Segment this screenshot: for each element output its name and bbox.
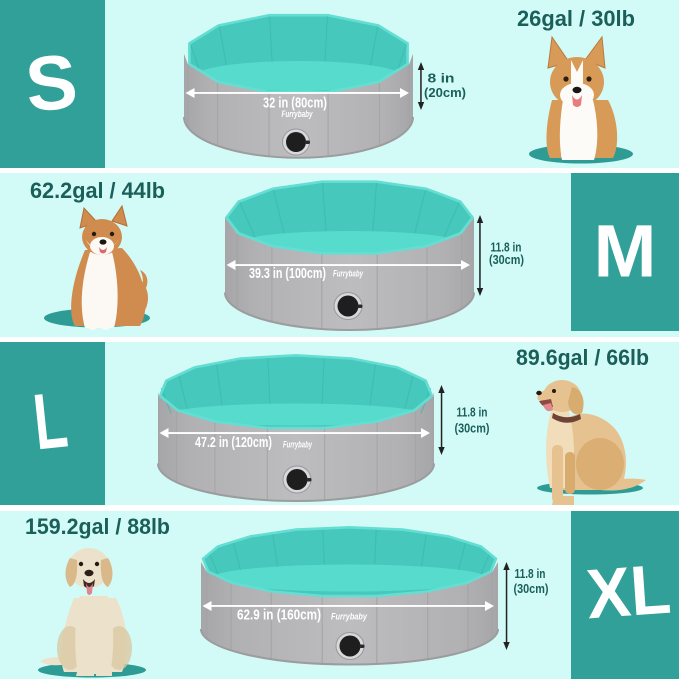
svg-text:(30cm): (30cm) — [514, 581, 549, 596]
svg-text:S: S — [22, 38, 81, 128]
svg-text:11.8 in: 11.8 in — [457, 404, 488, 419]
svg-text:(30cm): (30cm) — [455, 420, 490, 435]
svg-text:Furrybaby: Furrybaby — [282, 109, 314, 119]
svg-text:(30cm): (30cm) — [489, 252, 524, 267]
svg-text:39.3 in (100cm): 39.3 in (100cm) — [249, 265, 326, 282]
svg-text:Furrybaby: Furrybaby — [333, 268, 364, 278]
svg-text:11.8 in: 11.8 in — [491, 239, 522, 254]
svg-text:XL: XL — [584, 550, 673, 634]
svg-text:M: M — [594, 210, 657, 293]
svg-text:32 in (80cm): 32 in (80cm) — [263, 94, 327, 111]
svg-text:11.8 in: 11.8 in — [515, 566, 546, 581]
svg-text:47.2 in (120cm): 47.2 in (120cm) — [195, 434, 272, 451]
svg-text:Furrybaby: Furrybaby — [331, 611, 368, 621]
svg-text:26gal / 30lb: 26gal / 30lb — [517, 6, 635, 31]
svg-text:89.6gal / 66lb: 89.6gal / 66lb — [516, 345, 649, 370]
svg-text:62.2gal / 44lb: 62.2gal / 44lb — [30, 178, 165, 203]
svg-text:8 in: 8 in — [428, 70, 455, 85]
svg-text:Furrybaby: Furrybaby — [283, 439, 313, 449]
svg-text:159.2gal / 88lb: 159.2gal / 88lb — [25, 514, 170, 539]
svg-text:62.9 in (160cm): 62.9 in (160cm) — [237, 606, 321, 623]
svg-text:(20cm): (20cm) — [424, 85, 466, 100]
